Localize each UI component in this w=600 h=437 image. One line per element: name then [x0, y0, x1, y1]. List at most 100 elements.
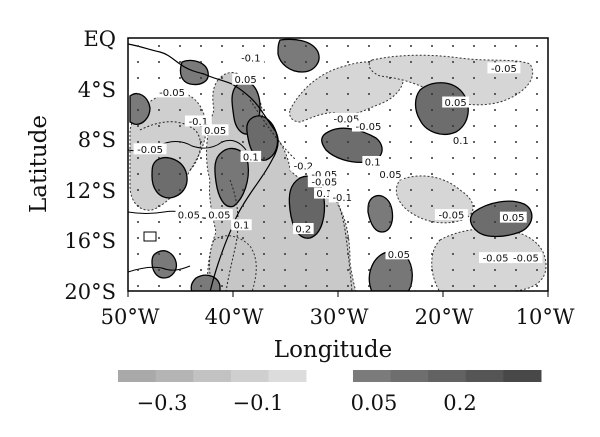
stipple-dot: [158, 253, 160, 255]
stipple-dot: [389, 269, 391, 271]
stipple-dot: [389, 221, 391, 223]
stipple-dot: [473, 189, 475, 191]
contour-label: 0.05: [502, 213, 524, 224]
stipple-dot: [452, 237, 454, 239]
stipple-dot: [137, 157, 139, 159]
x-tick-label: 10°W: [516, 305, 575, 329]
stipple-dot: [389, 125, 391, 127]
stipple-dot: [347, 141, 349, 143]
positive-region: [151, 250, 178, 279]
stipple-dot: [179, 61, 181, 63]
stipple-dot: [452, 157, 454, 159]
stipple-dot: [137, 269, 139, 271]
stipple-dot: [431, 253, 433, 255]
colorbar-swatch: [390, 370, 429, 382]
stipple-dot: [368, 269, 370, 271]
contour-label-bg: [307, 176, 341, 188]
stipple-dot: [158, 45, 160, 47]
stipple-dot: [368, 205, 370, 207]
colorbar-swatch: [193, 370, 232, 382]
stipple-dot: [158, 77, 160, 79]
contour-label: -0.1: [189, 117, 209, 128]
stipple-dot: [137, 237, 139, 239]
stipple-dot: [389, 45, 391, 47]
stipple-dot: [137, 109, 139, 111]
stipple-dot: [221, 109, 223, 111]
stipple-dot: [494, 285, 496, 287]
stipple-dot: [284, 221, 286, 223]
contour-label-bg: [509, 252, 543, 264]
stipple-dot: [431, 205, 433, 207]
contour-label: -0.05: [333, 114, 359, 125]
stipple-dot: [326, 141, 328, 143]
stipple-dot: [263, 45, 265, 47]
stipple-dot: [536, 173, 538, 175]
stipple-dot: [431, 109, 433, 111]
stipple-dot: [368, 285, 370, 287]
contour-label-bg: [237, 52, 265, 64]
stipple-dot: [284, 189, 286, 191]
stipple-dot: [347, 189, 349, 191]
contour-label: -0.1: [332, 193, 352, 204]
stipple-dot: [347, 109, 349, 111]
stipple-dot: [179, 77, 181, 79]
contour-label: -0.1: [241, 54, 261, 65]
stipple-dot: [536, 45, 538, 47]
stipple-dot: [179, 157, 181, 159]
stipple-dot: [431, 93, 433, 95]
stipple-dot: [452, 173, 454, 175]
stipple-dot: [389, 109, 391, 111]
stipple-dot: [536, 237, 538, 239]
colorbar: −0.3 −0.1 0.05 0.2: [118, 370, 542, 415]
stipple-dot: [473, 269, 475, 271]
stipple-dot: [431, 269, 433, 271]
stipple-dot: [158, 237, 160, 239]
negative-region: [209, 235, 257, 291]
stipple-dot: [389, 157, 391, 159]
stipple-dot: [410, 285, 412, 287]
stipple-dot: [452, 253, 454, 255]
stipple-dot: [410, 237, 412, 239]
stipple-dot: [284, 141, 286, 143]
stipple-dot: [410, 45, 412, 47]
stipple-dot: [284, 237, 286, 239]
positive-region: [367, 195, 394, 233]
y-tick-label: EQ: [83, 27, 116, 51]
stipple-dot: [263, 109, 265, 111]
stipple-dot: [242, 173, 244, 175]
stipple-dot: [536, 141, 538, 143]
stipple-dot: [158, 157, 160, 159]
stipple-dot: [473, 237, 475, 239]
stipple-dot: [242, 189, 244, 191]
stipple-dot: [242, 237, 244, 239]
y-tick-label: 12°S: [64, 179, 116, 203]
stipple-dot: [473, 205, 475, 207]
stipple-dot: [326, 109, 328, 111]
stipple-dot: [137, 93, 139, 95]
stipple-dot: [305, 61, 307, 63]
stipple-dot: [347, 61, 349, 63]
stipple-dot: [221, 269, 223, 271]
colorbar-swatch: [118, 370, 157, 382]
colorbar-tick-label: −0.1: [233, 391, 284, 415]
contour-label-bg: [231, 219, 252, 231]
stipple-dot: [263, 173, 265, 175]
contour-label-bg: [479, 252, 512, 264]
stipple-dot: [368, 173, 370, 175]
stipple-dot: [431, 61, 433, 63]
stipple-dot: [347, 237, 349, 239]
stipple-dot: [200, 253, 202, 255]
stipple-dot: [263, 205, 265, 207]
stipple-dot: [431, 125, 433, 127]
contour-label-bg: [205, 209, 233, 221]
stipple-dot: [284, 285, 286, 287]
colorbar-tick-label: 0.05: [351, 391, 398, 415]
stipple-dot: [158, 269, 160, 271]
colorbar-swatch: [353, 370, 392, 382]
stipple-dot: [326, 125, 328, 127]
contour-label: 0.05: [204, 126, 226, 137]
stipple-dot: [515, 205, 517, 207]
stipple-dot: [515, 173, 517, 175]
stipple-dot: [452, 61, 454, 63]
colorbar-swatch: [155, 370, 194, 382]
